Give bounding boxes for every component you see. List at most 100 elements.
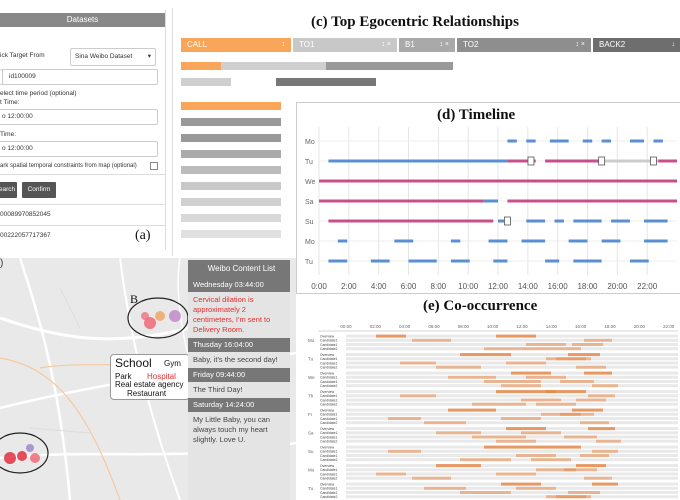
relationship-bar[interactable] [181, 62, 221, 70]
cooccurrence-segment[interactable] [580, 421, 609, 425]
timeline-segment[interactable] [629, 259, 649, 263]
cooccurrence-segment[interactable] [572, 408, 603, 412]
relationship-tab-4[interactable]: TO2 ↕ × [457, 38, 591, 52]
relationship-tab-1[interactable]: CALL ↕ [181, 38, 291, 52]
timeline-segment[interactable] [521, 239, 546, 243]
timeline-segment[interactable] [370, 259, 390, 263]
cooccurrence-segment[interactable] [511, 371, 551, 375]
timeline-segment[interactable] [545, 159, 602, 163]
cooccurrence-segment[interactable] [484, 445, 541, 449]
cooccurrence-segment[interactable] [556, 495, 591, 499]
relationship-tab-5[interactable]: BACK2 ↓ [593, 38, 680, 52]
cooccurrence-segment[interactable] [448, 375, 496, 379]
timeline-segment[interactable] [488, 239, 508, 243]
content-item-text[interactable]: My Little Baby, you can always touch my … [188, 412, 290, 448]
cooccurrence-segment[interactable] [412, 338, 451, 342]
timeline-segment[interactable] [573, 219, 602, 223]
cooccurrence-segment[interactable] [436, 365, 481, 369]
cooccurrence-segment[interactable] [592, 384, 618, 388]
tab-controls-icon[interactable]: ↕ × [381, 41, 391, 48]
cooccurrence-segment[interactable] [448, 408, 496, 412]
relationship-bar[interactable] [181, 198, 281, 206]
cooccurrence-segment[interactable] [526, 343, 566, 346]
cooccurrence-segment[interactable] [501, 417, 541, 420]
cooccurrence-segment[interactable] [588, 394, 615, 398]
cooccurrence-segment[interactable] [521, 398, 561, 402]
cooccurrence-segment[interactable] [388, 449, 421, 453]
relationship-bar[interactable] [181, 166, 281, 174]
cooccurrence-segment[interactable] [460, 458, 511, 462]
timeline-segment[interactable] [483, 199, 498, 203]
timeline-segment[interactable] [653, 139, 663, 143]
cooccurrence-segment[interactable] [400, 394, 436, 398]
cooccurrence-segment[interactable] [584, 476, 612, 480]
timeline-segment[interactable] [507, 199, 677, 203]
timeline-segment[interactable] [629, 139, 645, 143]
timeline-segment[interactable] [658, 159, 677, 163]
start-time-input[interactable]: o 12:00:00 [0, 109, 158, 125]
timeline-segment[interactable] [394, 239, 414, 243]
relationship-bar[interactable] [326, 62, 453, 70]
timeline-segment[interactable] [568, 239, 588, 243]
cooccurrence-segment[interactable] [436, 464, 481, 468]
timeline-segment[interactable] [498, 219, 508, 223]
result-item-1[interactable]: 00089970852045 [0, 211, 51, 218]
cooccurrence-segment[interactable] [584, 371, 612, 375]
relationship-bar[interactable] [181, 150, 281, 158]
relationship-bar[interactable] [181, 214, 281, 222]
cooccurrence-segment[interactable] [424, 421, 466, 425]
cooccurrence-segment[interactable] [388, 417, 421, 420]
relationship-bar[interactable] [276, 78, 376, 86]
cooccurrence-segment[interactable] [572, 343, 603, 346]
relationship-bar[interactable] [221, 62, 326, 70]
timeline-segment[interactable] [493, 259, 508, 263]
cooccurrence-segment[interactable] [501, 482, 541, 486]
cooccurrence-segment[interactable] [516, 454, 556, 457]
timeline-handle[interactable] [504, 216, 511, 226]
cooccurrence-segment[interactable] [484, 347, 541, 351]
cooccurrence-segment[interactable] [376, 334, 406, 338]
timeline-segment[interactable] [526, 219, 546, 223]
cooccurrence-segment[interactable] [460, 353, 511, 357]
timeline-handle[interactable] [650, 156, 657, 166]
timeline-segment[interactable] [507, 159, 536, 163]
cooccurrence-segment[interactable] [576, 398, 606, 402]
timeline-segment[interactable] [408, 259, 437, 263]
timeline-segment[interactable] [582, 139, 593, 143]
tab-controls-icon[interactable]: ↕ × [439, 41, 449, 48]
cooccurrence-segment[interactable] [521, 431, 561, 435]
confirm-button[interactable]: Confirm [22, 182, 56, 198]
timeline-segment[interactable] [328, 159, 508, 163]
cooccurrence-segment[interactable] [412, 476, 451, 480]
cooccurrence-segment[interactable] [564, 435, 597, 439]
cooccurrence-segment[interactable] [592, 482, 618, 486]
cooccurrence-segment[interactable] [568, 491, 600, 494]
cooccurrence-segment[interactable] [596, 439, 621, 443]
timeline-segment[interactable] [337, 239, 348, 243]
cooccurrence-segment[interactable] [436, 431, 481, 435]
end-time-input[interactable]: o 12:00:00 [0, 141, 158, 157]
cooccurrence-segment[interactable] [484, 380, 541, 383]
timeline-segment[interactable] [507, 139, 517, 143]
timeline-segment[interactable] [644, 239, 668, 243]
relationship-bar[interactable] [181, 78, 231, 86]
cooccurrence-segment[interactable] [460, 491, 511, 494]
timeline-segment[interactable] [549, 139, 569, 143]
target-id-input[interactable]: id100009 [2, 69, 158, 85]
cooccurrence-segment[interactable] [541, 445, 581, 449]
cooccurrence-segment[interactable] [556, 357, 591, 361]
relationship-bar[interactable] [181, 182, 281, 190]
dataset-select[interactable]: Sina Weibo Dataset ▾ [70, 48, 156, 66]
cooccurrence-segment[interactable] [526, 375, 566, 379]
tab-controls-icon[interactable]: ↕ [281, 41, 286, 48]
timeline-segment[interactable] [644, 219, 668, 223]
cooccurrence-segment[interactable] [501, 384, 541, 388]
timeline-segment[interactable] [601, 159, 659, 163]
cooccurrence-segment[interactable] [400, 361, 436, 365]
relationship-bar[interactable] [181, 118, 281, 126]
timeline-handle[interactable] [527, 156, 535, 166]
cooccurrence-segment[interactable] [560, 380, 594, 383]
timeline-handle[interactable] [598, 156, 606, 166]
relationship-bar[interactable] [181, 102, 281, 110]
cooccurrence-segment[interactable] [592, 449, 618, 453]
